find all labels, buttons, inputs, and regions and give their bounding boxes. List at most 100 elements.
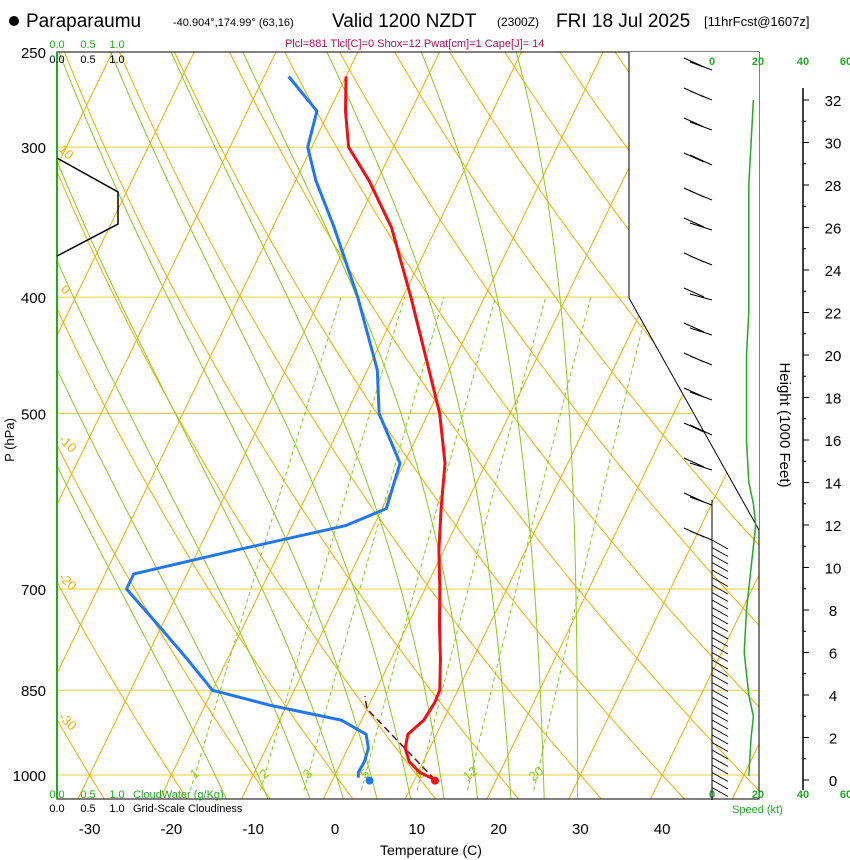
temperature-tick-label: 0 <box>331 821 339 838</box>
pressure-tick-label: 250 <box>21 45 46 62</box>
isotherm-label: -20 <box>56 570 80 594</box>
wind-barb-upper <box>683 527 713 541</box>
speed-tick-top: 60 <box>840 56 850 68</box>
mixing-ratio-line <box>360 296 497 791</box>
wind-barb <box>711 659 729 670</box>
wind-panel: 0246810121416182022242628303200202040406… <box>683 56 850 801</box>
parcel-path-line <box>364 696 436 781</box>
cloud-tick-bottom-green: 0.5 <box>80 789 95 801</box>
height-tick-label: 0 <box>829 773 837 790</box>
isotherm-line <box>77 52 441 799</box>
moist-adiabat-line <box>110 52 412 799</box>
cloud-tick-top-green: 0.5 <box>80 39 95 51</box>
mixing-ratio-line <box>416 296 547 791</box>
isotherm-line <box>57 52 195 337</box>
moist-adiabat-line <box>515 52 578 799</box>
cloud-tick-top-black: 1.0 <box>109 54 124 66</box>
wind-barb-upper <box>683 117 713 131</box>
wind-barb <box>711 547 729 557</box>
speed-tick-top: 0 <box>709 56 715 68</box>
wind-barb-upper <box>683 87 713 101</box>
height-tick-label: 30 <box>825 136 842 153</box>
isotherm-label: -10 <box>56 432 80 456</box>
cloud-tick-bottom-green: 1.0 <box>109 789 124 801</box>
dry-adiabat-line <box>57 718 105 799</box>
wind-barb-upper <box>683 252 713 266</box>
wind-barb <box>711 742 729 752</box>
mixing-ratio-line <box>533 296 651 791</box>
wind-barb <box>711 772 729 782</box>
dry-adiabat-line <box>57 170 437 799</box>
height-tick-label: 16 <box>825 433 842 450</box>
isotherm-line <box>57 52 359 675</box>
cloudiness-profile <box>56 157 119 257</box>
wind-barb-upper <box>683 57 713 71</box>
dry-adiabat-line <box>228 52 759 792</box>
height-tick-label: 28 <box>825 178 842 195</box>
temperature-line <box>344 76 447 782</box>
wind-barb <box>711 719 729 730</box>
dry-adiabat-line <box>449 52 759 468</box>
height-tick-label: 2 <box>829 731 837 748</box>
height-tick-label: 12 <box>825 518 842 535</box>
wind-barb <box>711 637 729 647</box>
isotherm-label: -30 <box>56 710 80 734</box>
speed-tick-bottom: 20 <box>752 789 764 801</box>
isotherm-line <box>57 52 113 168</box>
pressure-tick-label: 700 <box>21 582 46 599</box>
cloud-tick-top-green: 1.0 <box>109 39 124 51</box>
temperature-tick-label: 10 <box>408 821 425 838</box>
wind-barb <box>711 682 729 692</box>
wind-barb <box>711 734 729 745</box>
dry-adiabat-line <box>173 52 686 799</box>
wind-barb-upper <box>683 387 713 401</box>
wind-barb-upper <box>683 492 713 506</box>
wind-barb <box>711 764 729 775</box>
wind-barb <box>711 704 729 715</box>
pressure-tick-label: 500 <box>21 407 46 424</box>
pressure-tick-label: 1000 <box>13 768 46 785</box>
wind-barb <box>711 697 729 707</box>
wind-barb <box>711 652 729 662</box>
temperature-tick-label: 30 <box>572 821 589 838</box>
upper-right-mask <box>629 52 759 530</box>
cloud-tick-bottom-black: 0.0 <box>49 803 64 815</box>
speed-tick-bottom: 40 <box>797 789 809 801</box>
wind-barb <box>711 554 729 565</box>
x-axis-title: Temperature (C) <box>380 842 482 858</box>
wind-barb-upper <box>683 352 713 366</box>
wind-barb <box>711 599 729 610</box>
forecast-info: [11hrFcst@1607z] <box>704 14 809 29</box>
wind-barb <box>711 614 729 625</box>
wind-barb-upper <box>683 287 713 301</box>
mixing-ratio-line <box>467 296 592 791</box>
dewpoint-line <box>125 75 402 778</box>
height-tick-label: 6 <box>829 646 837 663</box>
station-coords: -40.904°,174.99° (63,16) <box>173 17 294 29</box>
wind-barb <box>711 592 729 602</box>
wind-barb <box>711 569 729 580</box>
moist-adiabat-line <box>57 464 227 799</box>
wind-barb <box>711 749 729 760</box>
speed-tick-top: 40 <box>797 56 809 68</box>
valid-time: Valid 1200 NZDT <box>332 11 477 32</box>
temperature-tick-label: 20 <box>490 821 507 838</box>
wind-barb-upper <box>683 152 713 166</box>
temperature-tick-label: 40 <box>654 821 671 838</box>
dry-adiabat-line <box>57 307 354 799</box>
moist-adiabat-line <box>57 367 269 799</box>
height-axis-title: Height (1000 Feet) <box>776 362 793 487</box>
isotherm-line <box>0 0 5 815</box>
mixing-ratio-label: 1 <box>187 766 202 782</box>
wind-barb <box>711 539 729 550</box>
wind-barb <box>711 562 729 572</box>
dry-adiabat-line <box>394 52 759 546</box>
height-tick-label: 32 <box>825 93 842 110</box>
isotherm-line <box>568 404 759 799</box>
wind-barb <box>711 644 729 655</box>
isotherm-line <box>159 52 522 799</box>
cloud-tick-bottom-black: 1.0 <box>109 803 124 815</box>
wind-barb-upper <box>683 217 713 231</box>
wind-barb <box>711 577 729 587</box>
